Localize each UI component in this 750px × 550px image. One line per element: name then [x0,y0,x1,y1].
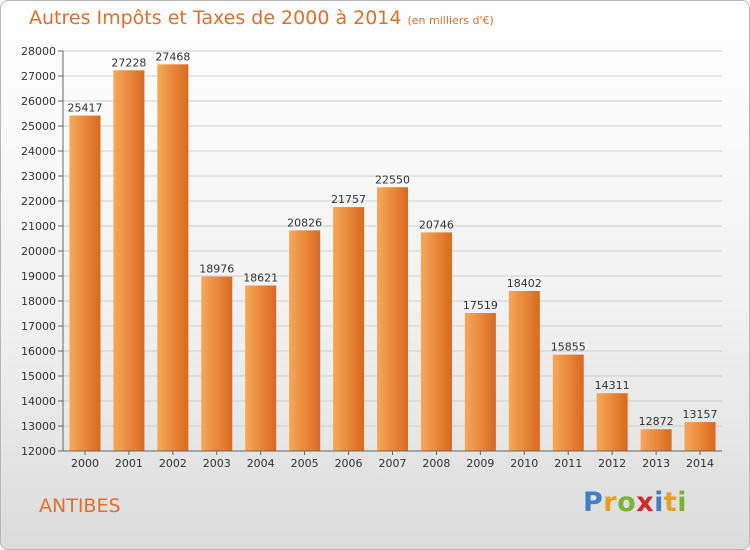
bar-value-label: 15855 [551,341,586,354]
bar-value-label: 18976 [199,263,234,276]
y-tick-label: 27000 [21,70,56,83]
bar-value-label: 20826 [287,216,322,229]
proxiti-logo: Proxiti [583,487,687,518]
logo-letter: i [654,487,664,518]
bar [157,64,189,452]
x-tick-label: 2000 [71,457,99,470]
x-tick-label: 2002 [159,457,187,470]
bar [289,230,321,451]
chart-title-block: Autres Impôts et Taxes de 2000 à 2014 (en… [29,7,494,29]
y-tick-label: 25000 [21,120,56,133]
y-tick-label: 19000 [21,270,56,283]
x-tick-label: 2014 [686,457,714,470]
bar [245,285,277,451]
bar-value-label: 27228 [111,56,146,69]
unit-note: (en milliers d'€) [407,14,494,27]
y-tick-label: 20000 [21,245,56,258]
logo-letter: x [636,487,655,518]
y-tick-label: 13000 [21,420,56,433]
bar [684,422,716,451]
y-tick-label: 17000 [21,320,56,333]
bar-value-label: 22550 [375,173,410,186]
x-tick-label: 2007 [379,457,407,470]
bar [640,429,672,451]
y-tick-label: 21000 [21,220,56,233]
x-tick-label: 2008 [422,457,450,470]
city-label: ANTIBES [39,495,121,517]
bar-value-label: 12872 [639,415,674,428]
axes [58,50,722,455]
bar [508,290,540,451]
bar-value-label: 27468 [155,50,190,63]
y-tick-label: 26000 [21,95,56,108]
x-tick-label: 2003 [203,457,231,470]
x-tick-label: 2004 [247,457,275,470]
y-tick-label: 16000 [21,345,56,358]
bar [333,207,365,451]
bar-value-label: 14311 [595,379,630,392]
x-tick-label: 2012 [598,457,626,470]
x-tick-label: 2009 [466,457,494,470]
bar [377,187,408,451]
y-tick-label: 15000 [21,370,56,383]
x-tick-label: 2006 [335,457,363,470]
bar [596,393,628,451]
bar [113,70,145,452]
y-tick-label: 14000 [21,395,56,408]
y-tick-label: 23000 [21,170,56,183]
bar-value-label: 18621 [243,271,278,284]
y-tick-label: 12000 [21,445,56,458]
y-tick-label: 22000 [21,195,56,208]
x-tick-label: 2010 [510,457,538,470]
bar-value-label: 20746 [419,218,454,231]
bar [69,115,101,451]
chart-title: Autres Impôts et Taxes de 2000 à 2014 [29,7,402,29]
bar [464,313,496,451]
logo-letter: o [617,487,637,518]
bar-value-label: 17519 [463,299,498,312]
logo-letter: P [583,487,604,518]
bar-value-label: 13157 [683,408,718,421]
bar [201,276,233,451]
bar [552,354,584,451]
y-tick-label: 24000 [21,145,56,158]
bar [420,232,452,451]
logo-letter: r [603,487,618,518]
y-tick-label: 18000 [21,295,56,308]
x-tick-label: 2005 [291,457,319,470]
x-tick-label: 2011 [554,457,582,470]
logo-letter: t [663,487,678,518]
y-tick-label: 28000 [21,45,56,58]
labels: 12000 13000 14000 15000 16000 17000 18000 19000… [21,45,718,470]
logo-letter: i [677,487,688,518]
bar-value-label: 25417 [67,102,102,115]
bar-value-label: 18402 [507,277,542,290]
bar-value-label: 21757 [331,193,366,206]
x-tick-label: 2013 [642,457,670,470]
bars [69,64,716,452]
x-tick-label: 2001 [115,457,143,470]
